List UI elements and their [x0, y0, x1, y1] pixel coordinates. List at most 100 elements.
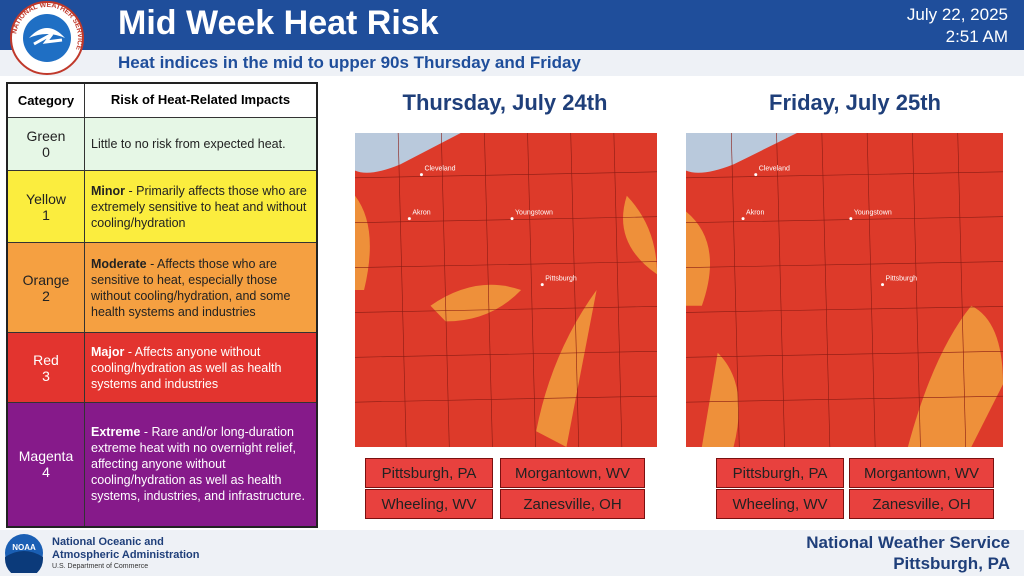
county-line — [355, 395, 657, 403]
lake — [686, 133, 797, 173]
county-line — [776, 133, 785, 447]
county-line — [686, 395, 1003, 403]
date: July 22, 2025 — [906, 5, 1008, 24]
heat-area — [430, 284, 522, 322]
impact-label: Major — [91, 344, 125, 359]
category-name: Yellow — [26, 190, 66, 207]
place-dot — [407, 217, 411, 221]
impact-description: - Affects those who are sensitive to hea… — [91, 256, 291, 319]
category-level: 3 — [42, 367, 50, 384]
category-cell: Red 3 — [8, 333, 85, 402]
time: 2:51 AM — [945, 27, 1008, 46]
place-label: Akron — [746, 210, 764, 217]
place-label: Pittsburgh — [545, 276, 577, 283]
county-line — [570, 133, 580, 447]
location: Pittsburgh, PA — [893, 554, 1010, 573]
place-label: Akron — [412, 210, 430, 217]
impact-label: Minor — [91, 183, 126, 198]
impact-cell: Moderate - Affects those who are sensiti… — [85, 243, 316, 332]
impact-cell: Extreme - Rare and/or long-duration extr… — [85, 403, 316, 526]
table-row: Magenta 4 Extreme - Rare and/or long-durat… — [8, 402, 316, 527]
county-line — [355, 306, 657, 313]
department: U.S. Department of Commerce — [52, 563, 149, 570]
category-level: 4 — [42, 464, 50, 481]
city-label: Morgantown, WV — [849, 458, 994, 488]
county-line — [686, 171, 1003, 179]
impact-label: Extreme — [91, 425, 141, 440]
city-label: Pittsburgh, PA — [716, 458, 844, 488]
heat-map: Cleveland Akron Youngstown Pittsburgh — [355, 133, 657, 447]
city-label: Wheeling, WV — [365, 489, 493, 519]
agency-line: Atmospheric Administration — [52, 549, 200, 561]
header-bar — [0, 0, 1024, 50]
place-dot — [419, 173, 423, 177]
city-label: Wheeling, WV — [716, 489, 844, 519]
heat-map: Cleveland Akron Youngstown Pittsburgh — [686, 133, 1003, 447]
county-line — [686, 261, 1003, 268]
table-row: Yellow 1 Minor - Primarily affects those w… — [8, 171, 316, 243]
impact-label: Moderate — [91, 256, 147, 271]
panel-title: Friday, July 25th — [769, 90, 941, 115]
place-dot — [754, 173, 758, 177]
county-line — [355, 261, 657, 268]
county-line — [866, 133, 876, 447]
table-row: Orange 2 Moderate - Affects those who are … — [8, 242, 316, 334]
place-label: Cleveland — [759, 166, 790, 173]
county-line — [912, 133, 921, 447]
place-label: Youngstown — [854, 210, 892, 217]
place-dot — [881, 283, 885, 287]
county-line — [613, 133, 623, 447]
header-cell: Risk of Heat-Related Impacts — [110, 92, 291, 108]
agency-line: National Oceanic and — [52, 536, 164, 548]
impact-description: - Affects anyone without cooling/hydrati… — [91, 344, 282, 391]
title: Mid Week Heat Risk — [118, 4, 439, 42]
category-level: 0 — [42, 144, 50, 161]
category-name: Orange — [22, 271, 70, 288]
impact-text: Major - Affects anyone without cooling/h… — [91, 344, 310, 392]
category-cell: Magenta 4 — [8, 402, 85, 527]
impact-text: Moderate - Affects those who are sensiti… — [91, 256, 310, 320]
county-line — [686, 306, 1003, 313]
city-label: Zanesville, OH — [849, 489, 994, 519]
place-dot — [510, 217, 514, 221]
impact-description: - Primarily affects those who are extrem… — [91, 183, 307, 230]
subtitle-bar — [0, 50, 1024, 76]
impact-description: Little to no risk from expected heat. — [91, 137, 286, 152]
county-line — [957, 133, 967, 447]
noaa-logo: NOAA — [5, 534, 43, 573]
subtitle: Heat indices in the mid to upper 90s Thu… — [118, 53, 581, 72]
impact-cell: Minor - Primarily affects those who are … — [85, 171, 316, 242]
category-name: Green — [26, 128, 66, 145]
risk-table: Category Risk of Heat-Related Impacts Gr… — [6, 82, 318, 528]
county-line — [355, 350, 657, 358]
city-label: Zanesville, OH — [500, 489, 645, 519]
impact-text: Little to no risk from expected heat. — [91, 136, 286, 152]
noaa-logo-text: NOAA — [12, 543, 36, 552]
header-cell: Category — [8, 84, 85, 117]
county-line — [686, 216, 1003, 224]
place-dot — [540, 283, 544, 287]
county-line — [484, 133, 493, 447]
heat-area — [686, 211, 711, 306]
place-dot — [849, 217, 853, 221]
impact-cell: Major - Affects anyone without cooling/h… — [85, 333, 316, 402]
county-line — [355, 171, 657, 179]
footer: NOAA National Oceanic and Atmospheric Ad… — [0, 530, 1024, 576]
county-line — [527, 133, 536, 447]
table-row: Red 3 Major - Affects anyone without cooli… — [8, 333, 316, 403]
category-cell: Orange 2 — [8, 242, 85, 333]
category-level: 2 — [42, 287, 50, 304]
county-line — [730, 133, 740, 447]
impact-text: Minor - Primarily affects those who are … — [91, 183, 310, 231]
impact-text: Extreme - Rare and/or long-duration extr… — [91, 424, 310, 504]
category-level: 1 — [42, 206, 50, 223]
category-name: Red — [33, 351, 59, 368]
heat-area — [907, 305, 1003, 447]
county-line — [397, 133, 407, 447]
category-cell: Yellow 1 — [8, 171, 85, 242]
heat-area — [623, 195, 657, 275]
place-label: Cleveland — [424, 166, 455, 173]
city-label: Pittsburgh, PA — [365, 458, 493, 488]
table-header: Category Risk of Heat-Related Impacts — [8, 84, 316, 118]
